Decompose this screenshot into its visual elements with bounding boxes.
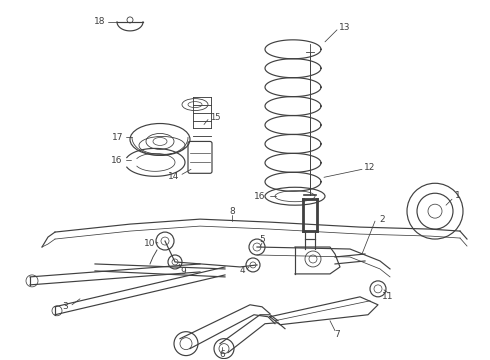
Text: 17: 17 (112, 133, 124, 142)
Text: 11: 11 (382, 292, 394, 301)
Text: 3: 3 (62, 302, 68, 311)
Text: 2: 2 (379, 215, 385, 224)
Text: 16: 16 (254, 192, 266, 201)
Text: 10: 10 (144, 239, 156, 248)
Text: 9: 9 (180, 267, 186, 276)
Text: 7: 7 (334, 330, 340, 339)
Text: 4: 4 (239, 266, 245, 275)
Text: 8: 8 (229, 207, 235, 216)
Text: 15: 15 (210, 113, 220, 122)
Text: 14: 14 (168, 172, 180, 181)
Text: 6: 6 (219, 350, 225, 359)
Text: 5: 5 (259, 235, 265, 244)
Text: 13: 13 (339, 23, 351, 32)
Text: 12: 12 (364, 163, 376, 172)
Text: 1: 1 (455, 191, 461, 200)
Text: 16: 16 (111, 156, 123, 165)
Text: 18: 18 (94, 17, 106, 26)
